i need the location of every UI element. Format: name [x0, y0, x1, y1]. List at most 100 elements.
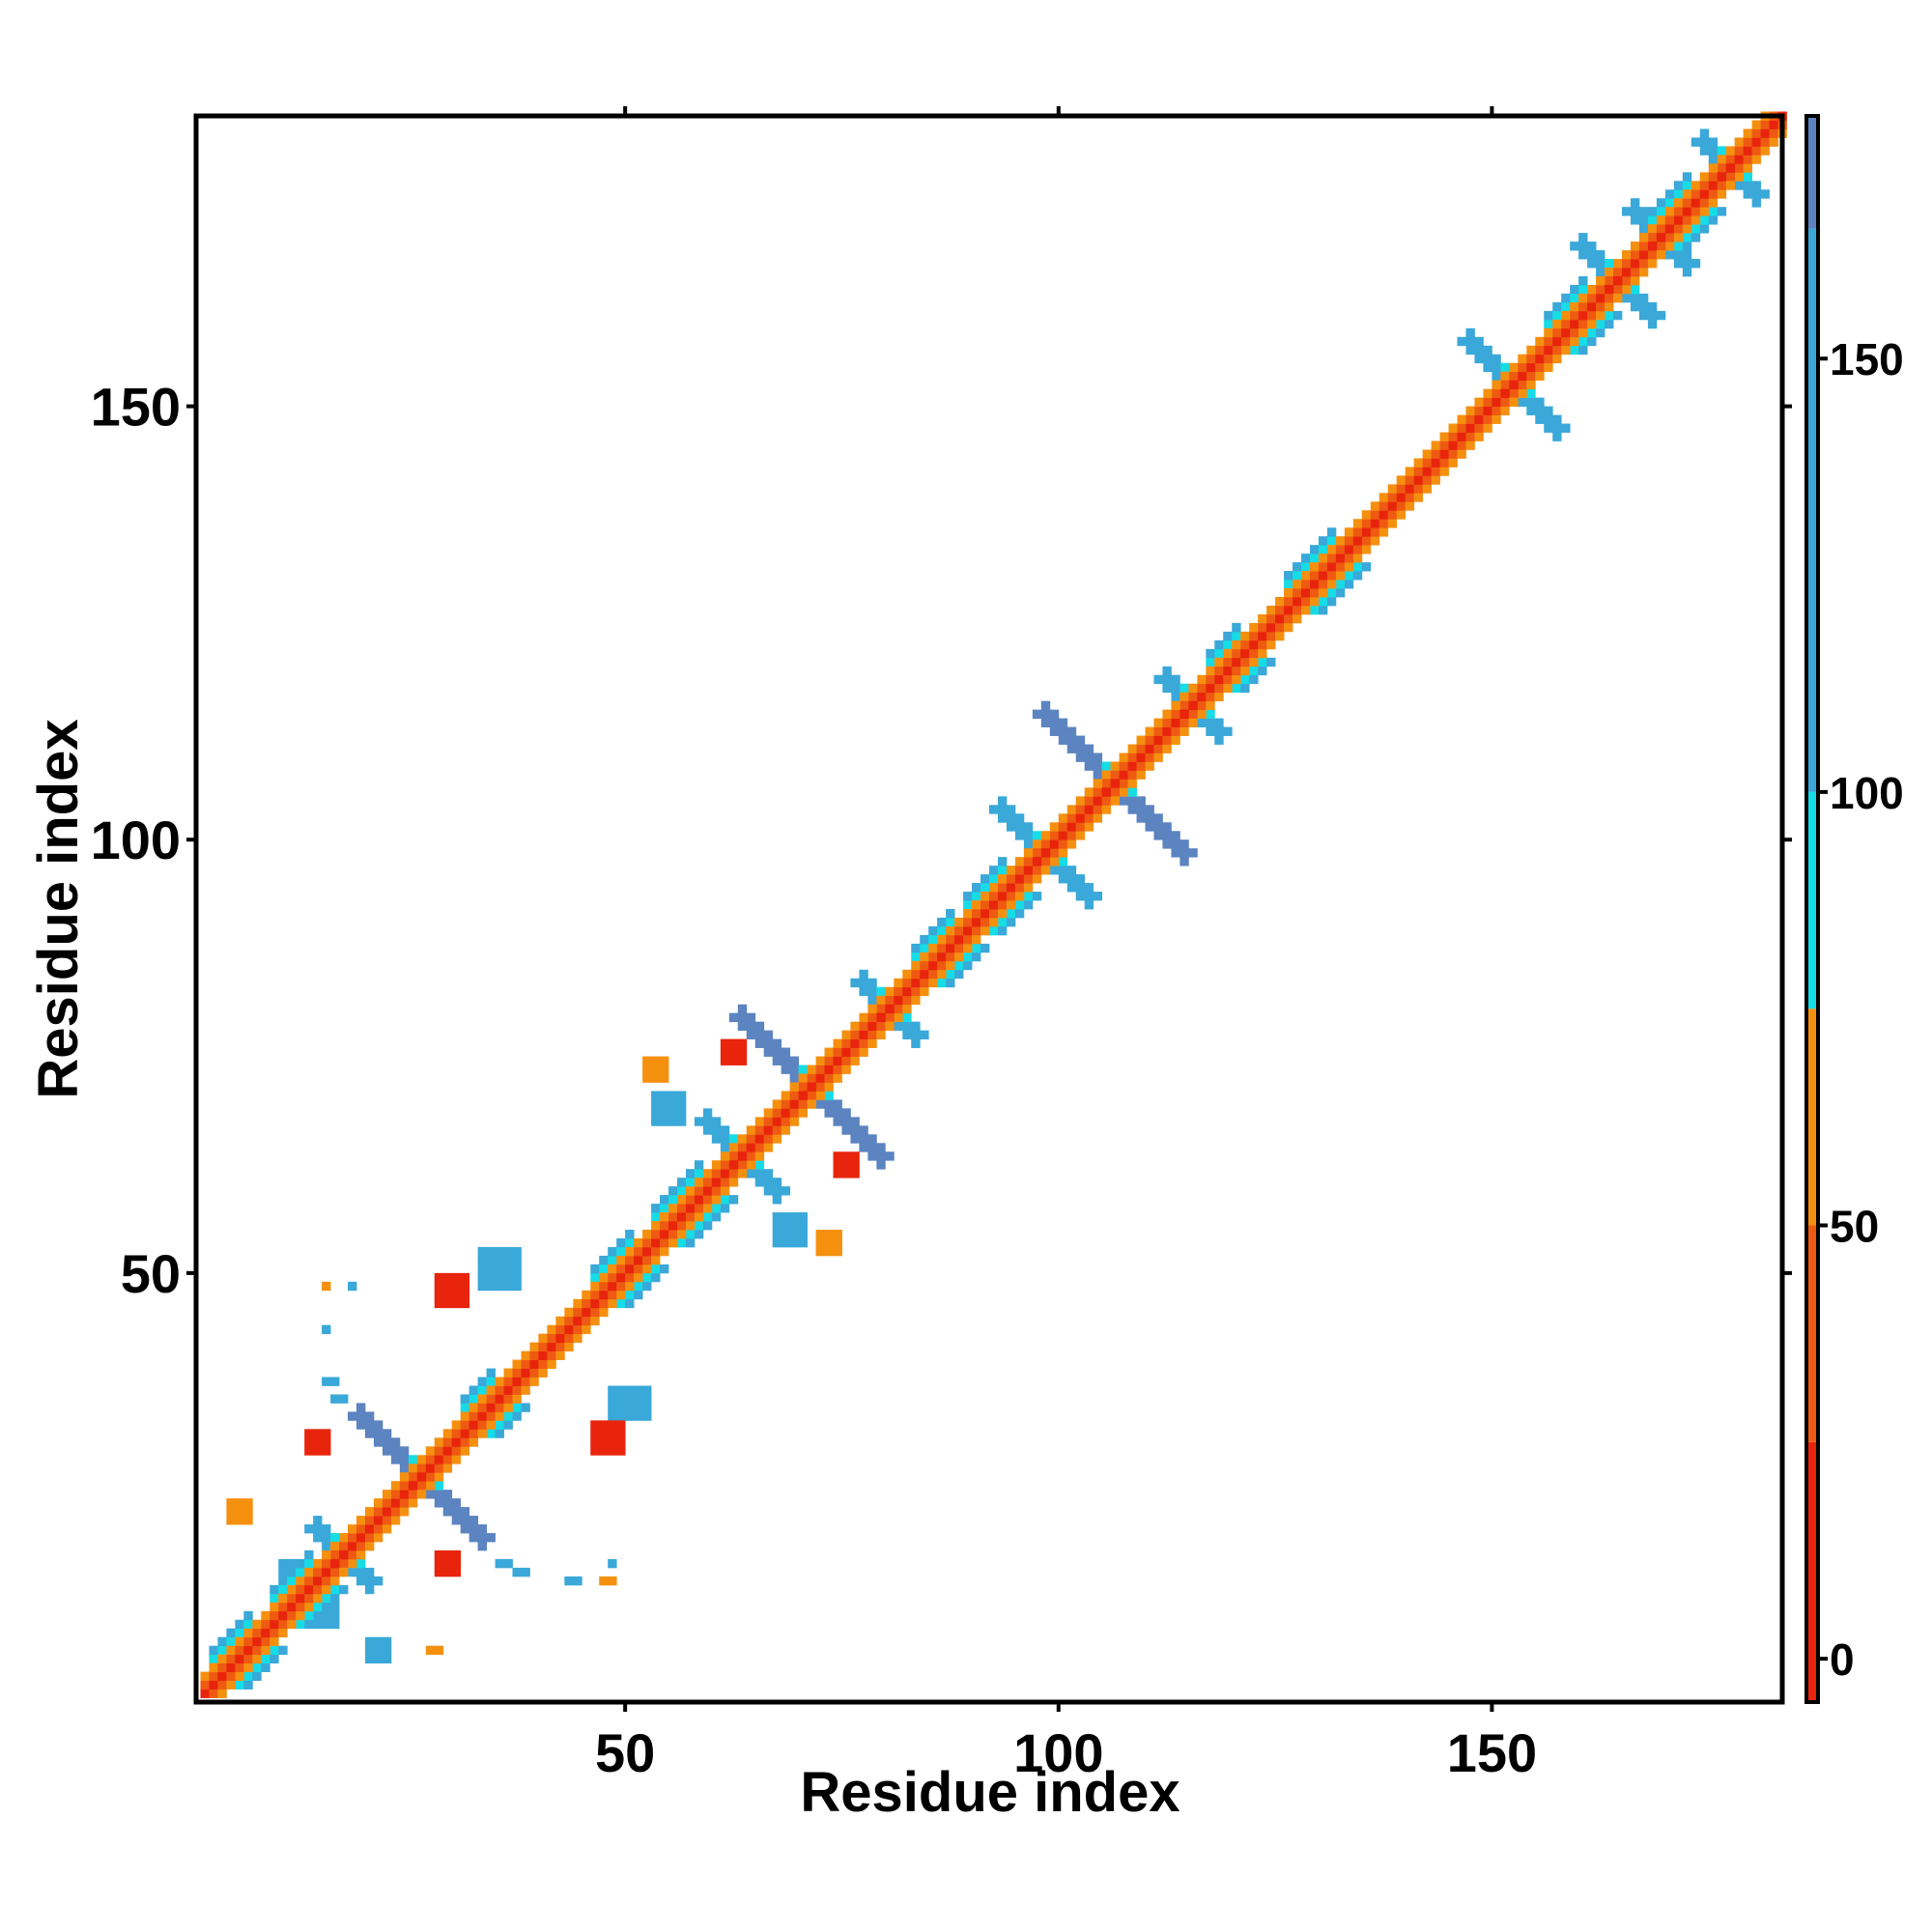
- heatmap-cell: [997, 883, 1008, 893]
- heatmap-cell: [226, 1628, 236, 1638]
- heatmap-cell: [833, 1117, 842, 1126]
- heatmap-cell: [1066, 822, 1077, 832]
- heatmap-cell: [754, 1134, 765, 1144]
- heatmap-cell: [373, 1516, 384, 1525]
- heatmap-cell: [946, 960, 955, 971]
- heatmap-cell: [226, 1516, 236, 1525]
- heatmap-cell: [1578, 301, 1588, 312]
- heatmap-cell: [1596, 250, 1605, 260]
- heatmap-cell: [1127, 744, 1137, 753]
- heatmap-cell: [789, 1229, 799, 1239]
- heatmap-cell: [824, 1091, 834, 1100]
- heatmap-cell: [1605, 319, 1614, 329]
- heatmap-cell: [1206, 648, 1215, 659]
- heatmap-cell: [322, 1602, 331, 1612]
- heatmap-cell: [963, 909, 973, 919]
- heatmap-cell: [867, 986, 877, 997]
- heatmap-cell: [850, 1047, 860, 1057]
- heatmap-cell: [599, 1281, 609, 1292]
- heatmap-cell: [1690, 224, 1701, 234]
- heatmap-cell: [399, 1498, 410, 1508]
- heatmap-cell: [209, 1654, 218, 1664]
- heatmap-cell: [763, 1030, 774, 1039]
- heatmap-cell: [954, 925, 964, 936]
- heatmap-cell: [772, 1117, 782, 1126]
- heatmap-cell: [1266, 631, 1276, 641]
- heatmap-cell: [495, 1558, 504, 1569]
- heatmap-cell: [1396, 501, 1406, 511]
- heatmap-cell: [634, 1411, 643, 1421]
- heatmap-cell: [348, 1549, 357, 1560]
- heatmap-cell: [815, 1246, 825, 1257]
- heatmap-cell: [1518, 362, 1527, 373]
- heatmap-cell: [616, 1264, 626, 1274]
- heatmap-cell: [754, 1038, 765, 1048]
- heatmap-cell: [364, 1516, 375, 1525]
- heatmap-cell: [1734, 172, 1745, 182]
- heatmap-cell: [348, 1411, 357, 1421]
- heatmap-cell: [1413, 467, 1424, 476]
- heatmap-cell: [1378, 493, 1389, 502]
- heatmap-cell: [1127, 770, 1137, 780]
- heatmap-cell: [660, 1221, 669, 1231]
- heatmap-cell: [1318, 545, 1328, 554]
- heatmap-cell: [538, 1333, 548, 1344]
- heatmap-cell: [608, 1281, 617, 1292]
- heatmap-cell: [1708, 181, 1719, 190]
- heatmap-cell: [355, 1420, 366, 1430]
- heatmap-cell: [434, 1549, 444, 1560]
- heatmap-cell: [217, 1645, 227, 1656]
- heatmap-cell: [737, 1021, 748, 1032]
- heatmap-cell: [1544, 406, 1553, 415]
- heatmap-cell: [1708, 198, 1719, 208]
- heatmap-cell: [1023, 848, 1034, 858]
- heatmap-cell: [642, 1385, 652, 1395]
- heatmap-cell: [660, 1108, 669, 1118]
- heatmap-cell: [1708, 163, 1719, 173]
- heatmap-cell: [1249, 666, 1259, 676]
- heatmap-cell: [841, 1169, 851, 1179]
- heatmap-cell: [728, 1195, 739, 1205]
- heatmap-cell: [1734, 146, 1745, 156]
- heatmap-cell: [702, 1186, 713, 1196]
- heatmap-cell: [1682, 172, 1692, 182]
- heatmap-cell: [911, 969, 921, 980]
- heatmap-cell: [451, 1437, 462, 1447]
- heatmap-cell: [824, 1082, 834, 1092]
- heatmap-cell: [1188, 718, 1198, 727]
- heatmap-cell: [1769, 128, 1778, 138]
- heatmap-cell: [651, 1204, 661, 1213]
- heatmap-cell: [1249, 639, 1259, 650]
- heatmap-cell: [754, 1030, 765, 1039]
- heatmap-cell: [1258, 622, 1267, 633]
- heatmap-cell: [980, 917, 990, 927]
- heatmap-cell: [1638, 301, 1649, 312]
- heatmap-cell: [972, 952, 981, 962]
- heatmap-cell: [980, 874, 990, 884]
- heatmap-cell: [1162, 726, 1172, 736]
- heatmap-cell: [728, 1143, 739, 1152]
- heatmap-cell: [512, 1281, 522, 1292]
- heatmap-cell: [434, 1490, 444, 1499]
- heatmap-cell: [625, 1411, 635, 1421]
- heatmap-cell: [1032, 709, 1042, 719]
- heatmap-cell: [728, 1056, 739, 1065]
- heatmap-cell: [1284, 588, 1293, 598]
- heatmap-cell: [1110, 770, 1120, 780]
- heatmap-cell: [1266, 657, 1276, 668]
- heatmap-cell: [1093, 779, 1103, 788]
- heatmap-cell: [1578, 233, 1588, 242]
- heatmap-cell: [1058, 866, 1068, 875]
- colorbar-tick-label: 100: [1830, 768, 1904, 818]
- heatmap-cell: [304, 1549, 314, 1560]
- heatmap-cell: [590, 1281, 600, 1292]
- heatmap-cell: [1699, 215, 1710, 225]
- heatmap-cell: [261, 1645, 270, 1656]
- heatmap-cell: [1578, 250, 1588, 260]
- heatmap-cell: [963, 934, 973, 945]
- heatmap-cell: [278, 1593, 288, 1604]
- heatmap-cell: [339, 1394, 349, 1404]
- heatmap-cell: [625, 1403, 635, 1412]
- heatmap-cell: [1032, 874, 1042, 884]
- heatmap-cell: [313, 1533, 323, 1543]
